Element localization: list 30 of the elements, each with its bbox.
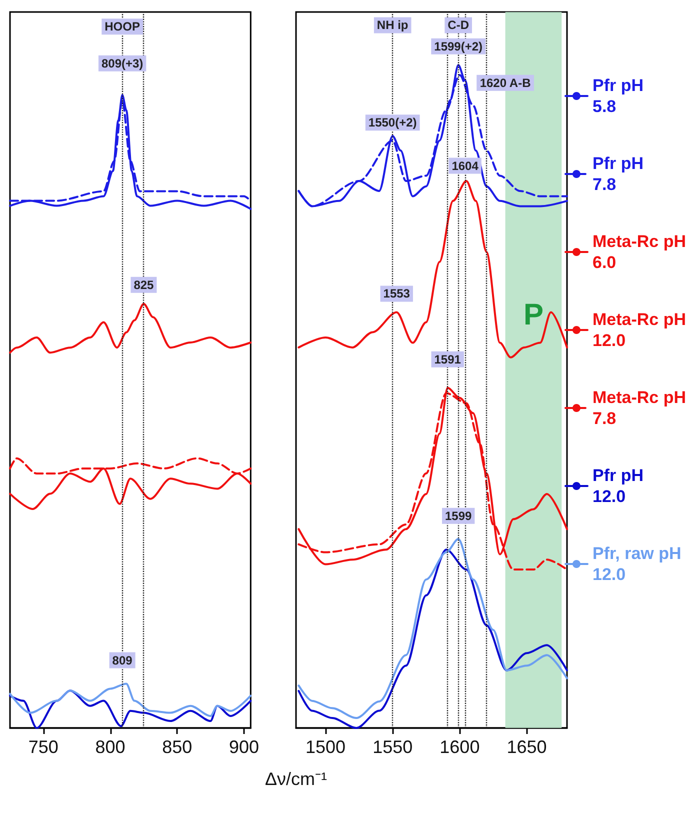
annotation: NH ip [376, 18, 408, 32]
annotation: 1599(+2) [434, 39, 483, 54]
legend-label: Pfr pH 7.8 [592, 154, 644, 194]
annotation: 1553 [383, 286, 410, 301]
legend-label: Pfr pH 5.8 [592, 76, 644, 116]
x-tick-label: 1600 [440, 737, 480, 757]
legend-label: Meta-Rc pH 12.0 [592, 310, 686, 350]
band-label: P [523, 298, 544, 332]
x-tick-label: 1500 [305, 737, 346, 757]
x-tick-label: 1550 [372, 737, 413, 757]
annotation: 1620 A-B [480, 76, 532, 90]
annotation: 809(+3) [101, 56, 144, 70]
annotation: HOOP [104, 20, 140, 34]
legend-label: Pfr, raw pH 12.0 [592, 544, 682, 584]
x-tick-label: 750 [28, 737, 58, 757]
annotation: 1599 [444, 508, 472, 523]
annotation: 1591 [434, 352, 462, 366]
annotation: 1550(+2) [368, 116, 417, 130]
legend-label: Meta-Rc pH 6.0 [592, 232, 686, 272]
annotation: 809 [112, 653, 133, 668]
annotation: C-D [448, 18, 470, 32]
x-axis-title: Δν/cm⁻¹ [265, 769, 328, 789]
legend-label: Pfr pH 12.0 [592, 466, 644, 506]
x-tick-label: 900 [228, 737, 260, 757]
x-tick-label: 1650 [506, 737, 547, 757]
x-tick-label: 850 [162, 737, 192, 757]
annotation: 1604 [452, 158, 479, 173]
x-tick-label: 800 [95, 737, 126, 757]
legend-label: Meta-Rc pH 7.8 [592, 388, 686, 428]
annotation: 825 [134, 278, 154, 292]
